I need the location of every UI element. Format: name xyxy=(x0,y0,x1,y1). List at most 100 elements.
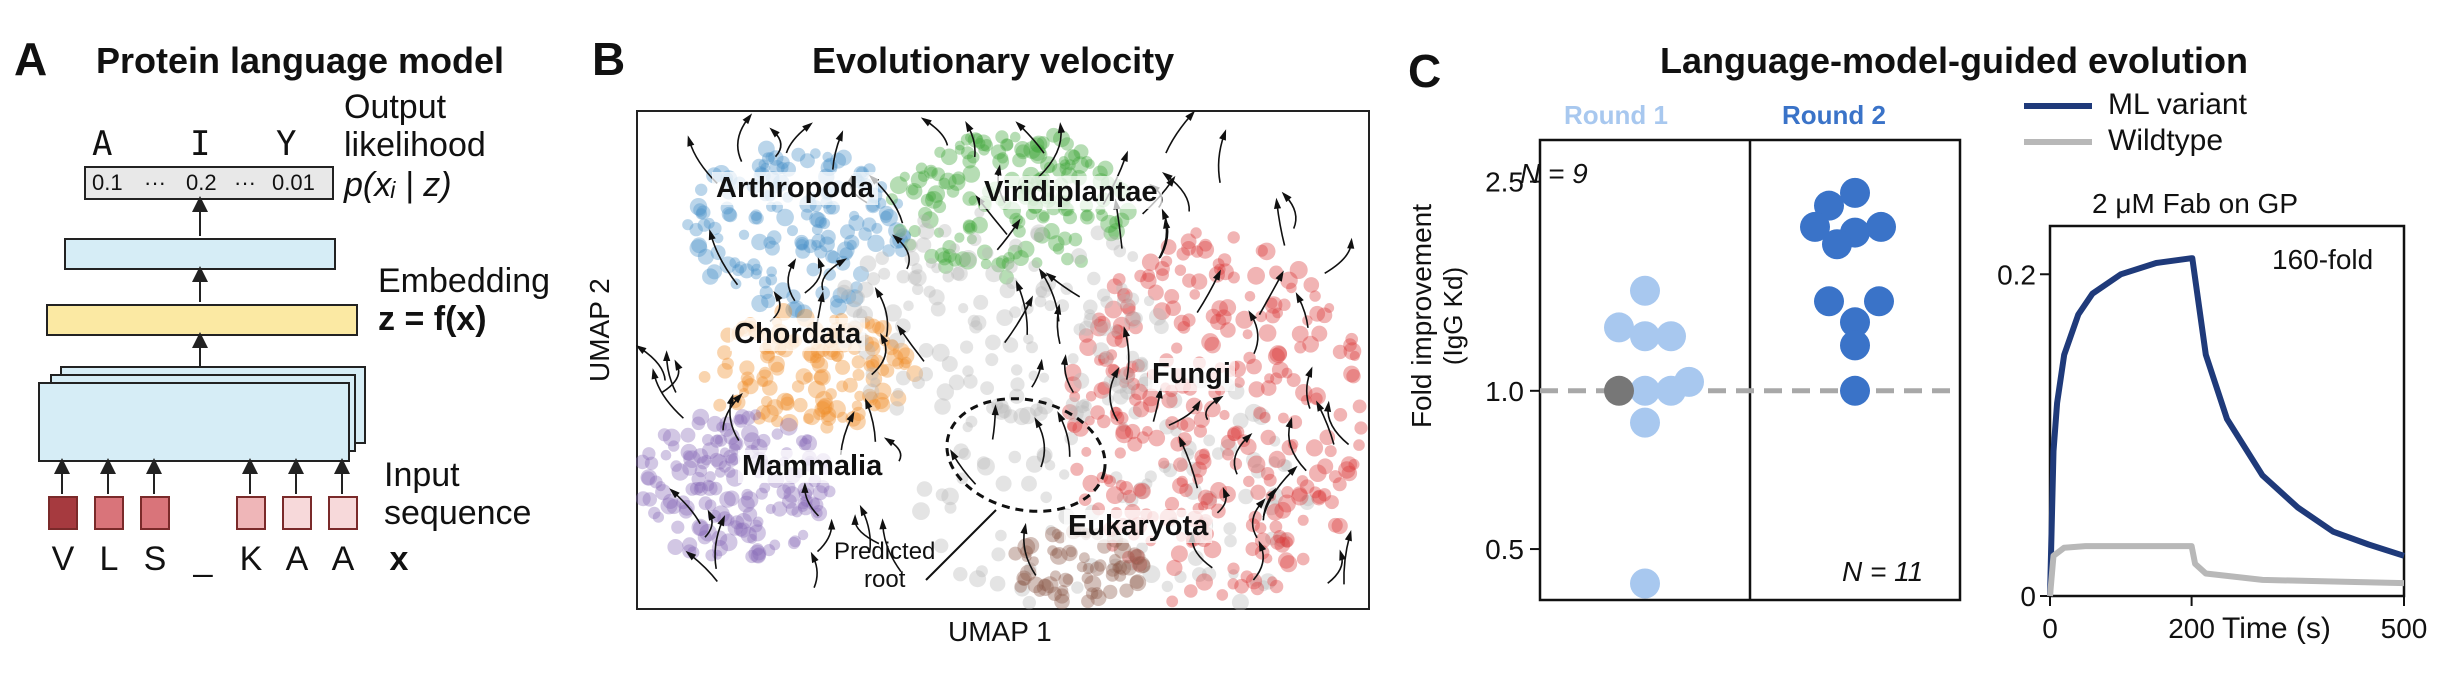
umap-point xyxy=(1238,488,1254,505)
umap-point xyxy=(978,144,990,156)
streamline-arrowhead xyxy=(1248,310,1257,322)
streamline-arrowhead xyxy=(1057,122,1065,134)
umap-point xyxy=(727,520,743,536)
umap-point xyxy=(1036,397,1054,415)
umap-point xyxy=(776,208,794,227)
umap-point xyxy=(1040,491,1052,504)
umap-point xyxy=(1116,282,1128,295)
umap-point xyxy=(872,392,889,410)
umap-point xyxy=(1106,278,1123,295)
umap-point xyxy=(850,290,865,305)
umap-point xyxy=(685,482,699,496)
umap-point xyxy=(1324,445,1337,458)
umap-point xyxy=(1249,576,1260,587)
umap-point xyxy=(730,515,745,530)
umap-point xyxy=(1048,235,1065,252)
umap-point xyxy=(1132,401,1150,418)
streamline-arrowhead xyxy=(717,515,725,527)
input-token-letter: A xyxy=(285,540,309,578)
umap-point xyxy=(991,398,1004,411)
umap-point xyxy=(874,382,892,400)
round2-point xyxy=(1840,375,1870,406)
umap-point xyxy=(1060,137,1074,151)
umap-point xyxy=(1189,289,1201,300)
umap-point xyxy=(814,245,828,259)
umap-point xyxy=(1309,486,1322,499)
umap-point xyxy=(953,567,968,582)
umap-point xyxy=(803,372,814,383)
streamline-arrowhead xyxy=(865,398,873,410)
umap-point xyxy=(697,248,714,265)
streamline-arrowhead xyxy=(1213,269,1221,281)
umap-point xyxy=(1106,349,1118,361)
umap-point xyxy=(765,273,778,286)
umap-point xyxy=(807,380,826,399)
umap-point xyxy=(1069,391,1081,403)
round1-point xyxy=(1630,375,1660,406)
umap-point xyxy=(907,270,922,285)
umap-point xyxy=(1281,367,1293,379)
streamline-arrowhead xyxy=(1185,110,1196,121)
umap-point xyxy=(1097,160,1114,177)
umap-point xyxy=(1271,361,1289,379)
umap-point xyxy=(745,549,759,564)
umap-point xyxy=(1091,312,1107,327)
panel-letter-c: C xyxy=(1408,45,1442,97)
umap-point xyxy=(1097,381,1111,396)
umap-point xyxy=(1160,255,1173,267)
umap-point xyxy=(1340,456,1358,473)
umap-point xyxy=(741,410,756,426)
umap-point xyxy=(823,268,836,281)
umap-point xyxy=(935,488,949,502)
input-token-letter: A xyxy=(331,540,355,578)
umap-point xyxy=(733,414,744,425)
umap-point xyxy=(1124,423,1141,440)
streamline-arrowhead xyxy=(817,257,825,269)
umap-point xyxy=(863,336,880,353)
umap-point xyxy=(1187,550,1204,566)
streamline-arrowhead xyxy=(965,121,974,133)
predicted-root-line1: Predicted xyxy=(834,538,936,565)
umap-point xyxy=(1071,581,1084,594)
umap-point xyxy=(1343,338,1357,352)
umap-point xyxy=(1267,576,1278,587)
umap-point xyxy=(1255,310,1267,323)
umap-point xyxy=(1136,356,1148,369)
input-token-box xyxy=(94,496,124,530)
umap-point xyxy=(1274,531,1290,548)
umap-point xyxy=(1092,342,1110,360)
umap-point xyxy=(1003,252,1015,264)
umap-point xyxy=(768,150,784,166)
umap-point xyxy=(796,435,808,447)
umap-point xyxy=(1084,309,1096,321)
umap-point xyxy=(1105,568,1119,582)
umap-point xyxy=(1026,341,1038,354)
umap-point xyxy=(1234,377,1245,388)
umap-point xyxy=(1009,238,1023,252)
umap-point xyxy=(981,247,994,259)
streamline-arrowhead xyxy=(883,437,895,447)
umap-point xyxy=(788,300,805,317)
umap-point xyxy=(928,289,945,306)
umap-point xyxy=(1220,322,1236,338)
umap-point xyxy=(1033,584,1046,597)
umap-point xyxy=(1210,313,1227,330)
umap-point xyxy=(966,234,977,245)
streamline-arrowhead xyxy=(859,504,868,517)
umap-point xyxy=(694,482,706,493)
streamline-arrowhead xyxy=(1163,217,1171,229)
umap-point xyxy=(766,399,784,416)
umap-point xyxy=(1023,141,1042,159)
umap-point xyxy=(1274,536,1291,553)
umap-point xyxy=(990,144,1007,160)
umap-point xyxy=(917,222,935,240)
umap-point xyxy=(1176,459,1189,471)
umap-point xyxy=(735,522,751,538)
umap-point xyxy=(892,357,904,370)
umap-point xyxy=(740,371,755,386)
umap-point xyxy=(1045,526,1061,543)
umap-point xyxy=(912,376,925,389)
umap-point xyxy=(1014,580,1027,593)
umap-point xyxy=(748,211,762,225)
umap-point xyxy=(755,487,768,500)
